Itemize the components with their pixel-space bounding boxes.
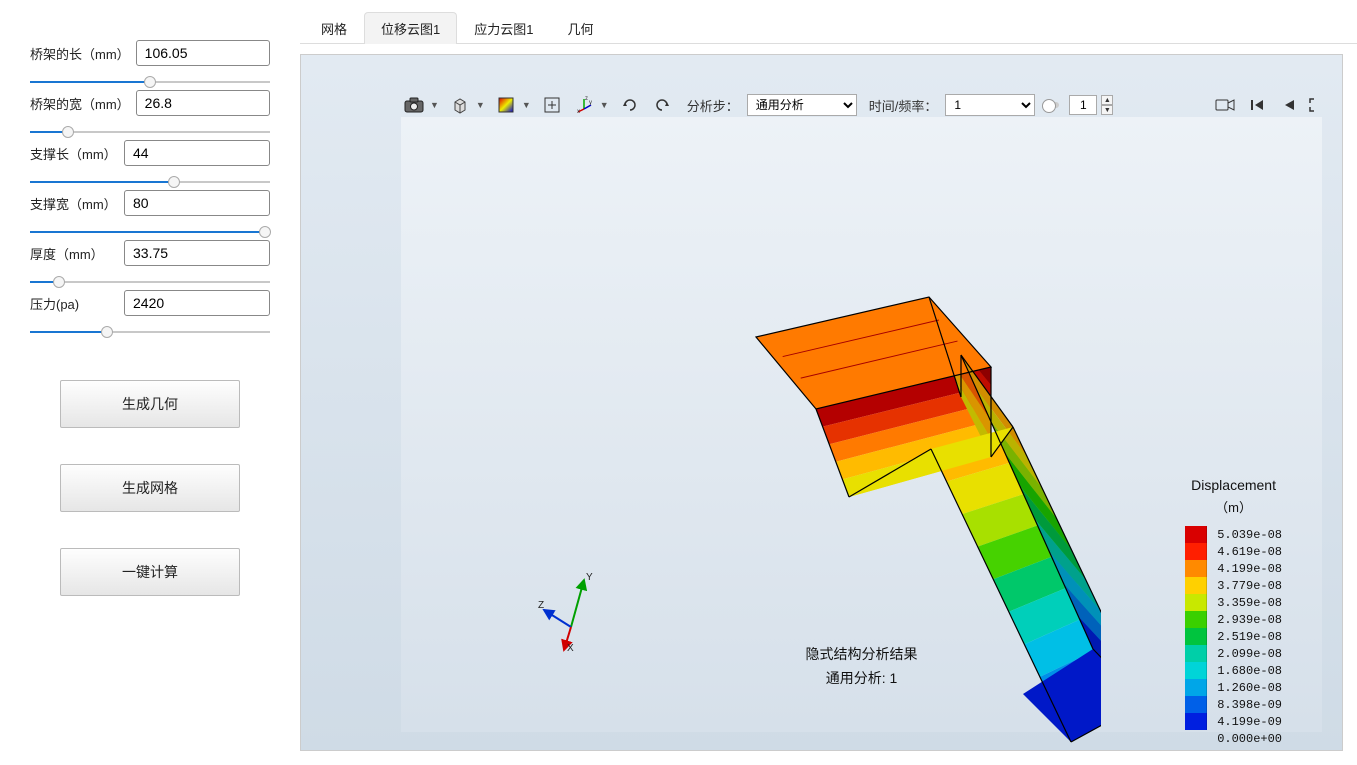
param-slider[interactable]: [30, 274, 270, 290]
video-camera-icon[interactable]: [1212, 93, 1238, 117]
param-row: 压力(pa): [30, 290, 270, 340]
param-row: 桥架的宽（mm）: [30, 90, 270, 140]
tab[interactable]: 位移云图1: [364, 12, 457, 44]
legend-row: 5.039e-08: [1185, 526, 1282, 543]
step-back-icon[interactable]: [1276, 93, 1302, 117]
legend-row: 1.680e-08: [1185, 662, 1282, 679]
contour-style-icon[interactable]: [493, 93, 519, 117]
fullscreen-icon[interactable]: [1308, 93, 1322, 117]
legend-row: 1.260e-08: [1185, 679, 1282, 696]
legend-row: 3.359e-08: [1185, 594, 1282, 611]
param-row: 支撑长（mm）: [30, 140, 270, 190]
param-slider[interactable]: [30, 124, 270, 140]
dropdown-caret[interactable]: ▼: [600, 100, 609, 110]
viewport: ▼ ▼ ▼: [300, 54, 1343, 751]
caption-line1: 隐式结构分析结果: [401, 644, 1322, 664]
svg-text:x: x: [577, 109, 580, 114]
param-row: 支撑宽（mm）: [30, 190, 270, 240]
legend-row: 8.398e-09: [1185, 696, 1282, 713]
svg-text:z: z: [585, 96, 588, 102]
generate-geometry-button[interactable]: 生成几何: [60, 380, 240, 428]
cube-view-icon[interactable]: [447, 93, 473, 117]
generate-mesh-button[interactable]: 生成网格: [60, 464, 240, 512]
rotate-ccw-icon[interactable]: [649, 93, 675, 117]
legend-row: 4.199e-08: [1185, 560, 1282, 577]
tabs: 网格位移云图1应力云图1几何: [300, 12, 1357, 44]
param-input[interactable]: [124, 290, 270, 316]
param-slider[interactable]: [30, 224, 270, 240]
fit-view-icon[interactable]: [539, 93, 565, 117]
legend-title: Displacement: [1185, 477, 1282, 493]
param-row: 厚度（mm）: [30, 240, 270, 290]
frame-input[interactable]: [1069, 95, 1097, 115]
tab[interactable]: 应力云图1: [457, 12, 550, 44]
param-input[interactable]: [136, 40, 270, 66]
tab[interactable]: 网格: [304, 12, 364, 44]
tab[interactable]: 几何: [550, 12, 610, 44]
caption-line start: 通用分析: 1: [401, 668, 1322, 688]
dropdown-caret[interactable]: ▼: [476, 100, 485, 110]
analysis-step-select[interactable]: 通用分析: [747, 94, 857, 116]
param-label: 厚度（mm）: [30, 244, 118, 263]
param-slider[interactable]: [30, 174, 270, 190]
param-label: 桥架的长（mm）: [30, 44, 130, 63]
param-input[interactable]: [124, 240, 270, 266]
legend-row: 2.939e-08: [1185, 611, 1282, 628]
result-caption: 隐式结构分析结果 通用分析: 1: [401, 644, 1322, 688]
viewport-toolbar: ▼ ▼ ▼: [401, 91, 1322, 119]
param-label: 支撑长（mm）: [30, 144, 118, 163]
dropdown-caret[interactable]: ▼: [522, 100, 531, 110]
sidebar: 桥架的长（mm） 桥架的宽（mm） 支撑长（mm） 支撑宽（mm）: [0, 0, 300, 765]
legend-row: 2.099e-08: [1185, 645, 1282, 662]
dropdown-caret[interactable]: ▼: [430, 100, 439, 110]
param-label: 压力(pa): [30, 294, 118, 313]
param-input[interactable]: [124, 190, 270, 216]
svg-text:Y: Y: [586, 572, 593, 583]
plot-area: Y Z X 隐式结构分析结果 通用分析: 1 Displacement （m） …: [401, 117, 1322, 732]
legend-row: 3.779e-08: [1185, 577, 1282, 594]
analysis-step-label: 分析步：: [687, 96, 739, 115]
color-legend: Displacement （m） 5.039e-084.619e-084.199…: [1185, 477, 1282, 747]
one-click-compute-button[interactable]: 一键计算: [60, 548, 240, 596]
param-slider[interactable]: [30, 324, 270, 340]
legend-row: 2.519e-08: [1185, 628, 1282, 645]
param-input[interactable]: [124, 140, 270, 166]
param-row: 桥架的长（mm）: [30, 40, 270, 90]
frame-spinner[interactable]: ▲▼: [1101, 95, 1113, 115]
svg-text:y: y: [589, 100, 592, 106]
axes-triad-icon[interactable]: zy x: [571, 93, 597, 117]
legend-row: 4.199e-09: [1185, 713, 1282, 730]
param-label: 桥架的宽（mm）: [30, 94, 130, 113]
legend-row: 4.619e-08: [1185, 543, 1282, 560]
param-input[interactable]: [136, 90, 270, 116]
time-freq-select[interactable]: 1: [945, 94, 1035, 116]
skip-start-icon[interactable]: [1244, 93, 1270, 117]
param-slider[interactable]: [30, 74, 270, 90]
svg-text:Z: Z: [538, 600, 544, 611]
frame-slider[interactable]: [1045, 102, 1059, 108]
param-label: 支撑宽（mm）: [30, 194, 118, 213]
screenshot-icon[interactable]: [401, 93, 427, 117]
main-panel: 网格位移云图1应力云图1几何 ▼ ▼: [300, 0, 1357, 765]
legend-unit: （m）: [1185, 497, 1282, 516]
rotate-cw-icon[interactable]: [617, 93, 643, 117]
legend-row: 0.000e+00: [1185, 730, 1282, 747]
time-freq-label: 时间/频率：: [869, 96, 938, 115]
orientation-triad: Y Z X: [536, 572, 606, 652]
